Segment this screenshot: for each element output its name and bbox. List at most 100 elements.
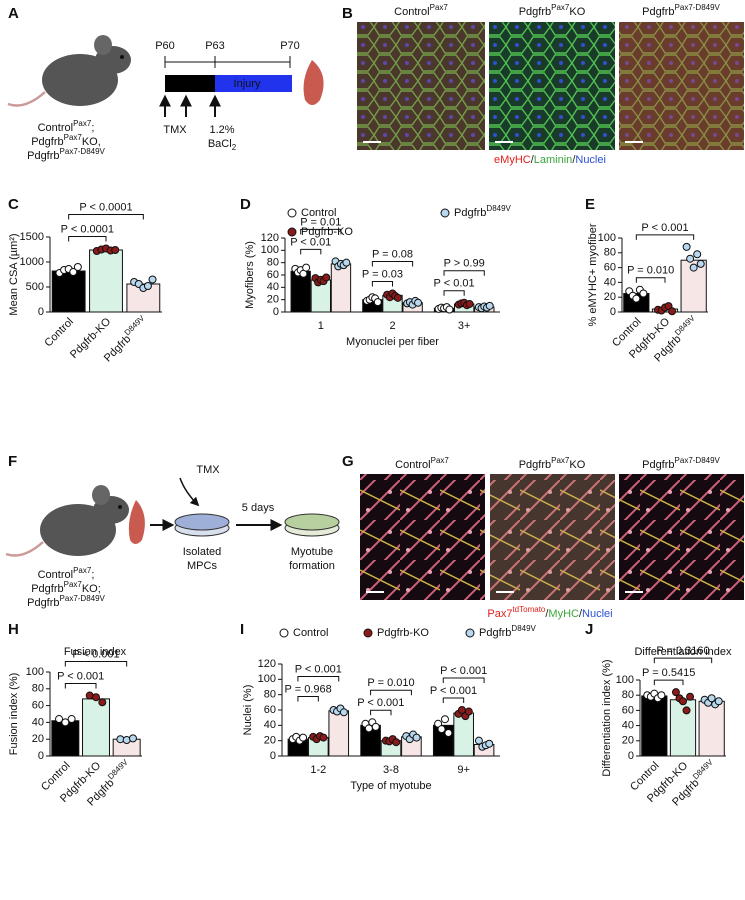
step-label: MPCs xyxy=(187,560,217,572)
mouse-label-part: Pax7 xyxy=(73,119,92,128)
data-point xyxy=(299,733,308,742)
data-point xyxy=(668,307,677,316)
y-tick-label: 60 xyxy=(267,269,279,281)
mouse-label-part: Control xyxy=(38,569,73,581)
image-label-part: Pax7 xyxy=(551,3,570,12)
legend-label: Control xyxy=(293,627,328,639)
bracket xyxy=(443,290,465,296)
y-tick-label: 0 xyxy=(38,306,44,318)
image-label-part: Control xyxy=(395,459,430,471)
p-value: P = 0.08 xyxy=(372,248,413,260)
bacl2-label: 1.2% xyxy=(209,124,234,136)
legend-label-part: D849V xyxy=(511,624,536,633)
caption-part: eMyHC xyxy=(494,154,531,166)
panel-a-art xyxy=(7,35,324,117)
p-value: P < 0.001 xyxy=(295,663,342,675)
bar xyxy=(51,720,80,757)
y-axis-label: Fusion index (%) xyxy=(8,673,20,756)
y-tick-label: 60 xyxy=(32,700,44,712)
caption-part: / xyxy=(579,608,583,620)
image-label-part: Control xyxy=(394,6,429,18)
bracket xyxy=(64,661,128,667)
p-value: P < 0.001 xyxy=(57,670,104,682)
data-point xyxy=(445,305,454,314)
image-label-part: Pax7 xyxy=(551,456,570,465)
panel-label: E xyxy=(585,196,595,213)
step-label: formation xyxy=(289,560,335,572)
data-point xyxy=(657,691,666,700)
data-point xyxy=(679,697,687,706)
data-point xyxy=(707,694,716,703)
y-tick-label: 80 xyxy=(267,257,279,269)
x-tick-label: 3-8 xyxy=(383,764,399,776)
x-tick-label: Control xyxy=(42,316,76,350)
mouse-label-part: Pax7-D849V xyxy=(60,594,106,603)
timepoint: P63 xyxy=(205,40,225,52)
p-value: P = 0.968 xyxy=(285,683,332,695)
data-point xyxy=(319,733,328,742)
image-label: PdgfrbPax7-D849V xyxy=(642,456,720,471)
legend-marker xyxy=(465,628,475,638)
bar xyxy=(669,699,697,757)
data-point xyxy=(682,706,691,715)
mouse-label-part: Pax7 xyxy=(64,580,83,589)
y-tick-label: 120 xyxy=(258,658,276,670)
bracket xyxy=(300,248,322,255)
bar xyxy=(126,283,161,313)
mouse-label-part: Pdgfrb xyxy=(31,583,63,595)
data-point xyxy=(322,273,331,282)
p-value: P > 0.99 xyxy=(444,258,485,270)
bracket xyxy=(653,657,713,664)
mouse-label: ControlPax7; xyxy=(38,566,95,581)
chart-title: Differentiation index xyxy=(634,646,732,658)
bracket xyxy=(371,261,414,267)
panel-f-art xyxy=(5,477,340,557)
legend-label: Control xyxy=(301,207,336,219)
bracket xyxy=(371,281,393,287)
mouse-label-part: KO; xyxy=(82,583,101,595)
y-tick-label: 80 xyxy=(264,689,276,701)
data-point xyxy=(302,263,311,272)
legend-label-part: Pdgfrb-KO xyxy=(301,226,353,238)
data-point xyxy=(437,725,446,734)
data-point xyxy=(342,258,351,267)
y-tick-label: 60 xyxy=(622,704,634,716)
tmx-label: TMX xyxy=(163,124,187,136)
caption-part: Nuclei xyxy=(582,608,613,620)
y-tick-label: 40 xyxy=(264,719,276,731)
image-label: ControlPax7 xyxy=(395,456,449,471)
mouse-label: PdgfrbPax7KO, xyxy=(31,133,101,148)
y-tick-label: 80 xyxy=(32,683,44,695)
panel-g-images xyxy=(360,474,744,600)
injury-label: Injury xyxy=(234,78,261,90)
data-point xyxy=(67,715,76,724)
data-point xyxy=(412,733,421,742)
y-tick-label: 20 xyxy=(604,291,616,303)
data-point xyxy=(485,739,494,748)
data-point xyxy=(143,282,152,290)
y-axis-label: Mean CSA (µm²) xyxy=(8,233,20,315)
mouse-label-part: Control xyxy=(38,122,73,134)
bracket xyxy=(370,689,412,696)
image-label-part: Pax7-D849V xyxy=(675,3,721,12)
y-tick-label: 40 xyxy=(604,276,616,288)
data-point xyxy=(474,736,483,745)
p-value: P < 0.0001 xyxy=(79,201,132,213)
bar xyxy=(51,270,86,313)
p-value: P < 0.001 xyxy=(440,665,487,677)
image-label-part: Pax7 xyxy=(430,3,449,12)
y-tick-label: 1500 xyxy=(20,231,44,243)
legend-marker xyxy=(279,628,289,638)
p-value: P < 0.001 xyxy=(72,648,119,660)
bracket xyxy=(442,677,485,683)
panel-label: D xyxy=(240,196,251,213)
bacl2-label-part: BaCl xyxy=(208,138,232,150)
data-point xyxy=(339,708,348,717)
legend-label-part: Pdgfrb xyxy=(479,627,511,639)
x-tick-label-part: D849V xyxy=(691,757,715,781)
bar xyxy=(290,270,311,313)
caption-part: Nuclei xyxy=(575,154,606,166)
bacl2-label: BaCl2 xyxy=(208,138,237,152)
mouse-label-part: ; xyxy=(91,569,94,581)
data-point xyxy=(373,298,382,307)
